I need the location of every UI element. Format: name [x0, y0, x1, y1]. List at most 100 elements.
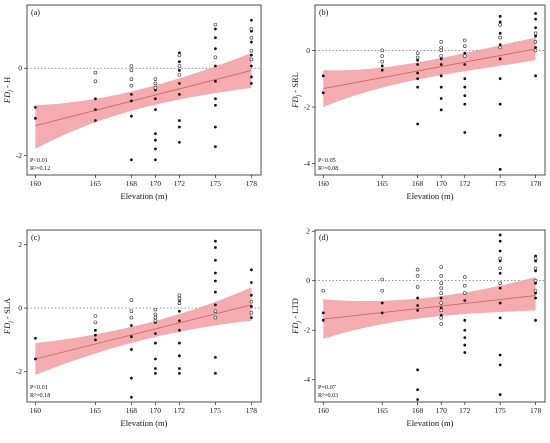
y-tick-label: 0 — [306, 46, 310, 55]
data-point-open — [249, 299, 254, 304]
data-point-filled — [463, 299, 467, 302]
y-tick-label: -4 — [304, 159, 310, 168]
data-point-open — [439, 281, 444, 286]
data-point-open — [439, 286, 444, 290]
y-axis-title-main: FD — [2, 91, 12, 104]
x-tick-label: 172 — [459, 406, 471, 415]
x-tick-label: 170 — [436, 179, 448, 188]
data-point-open — [462, 275, 467, 279]
data-point-filled — [439, 97, 443, 100]
plot-frame — [26, 229, 262, 403]
panel-c: 160 165 168 170 172 175 178 -2 0 2 Elevation (m) FD… — [2, 229, 262, 428]
data-point-filled — [498, 57, 502, 61]
data-point-open — [498, 281, 502, 286]
x-tick-label: 175 — [210, 179, 222, 188]
data-point-open — [380, 288, 385, 293]
x-tick-label: 170 — [150, 179, 162, 188]
x-tick-label: 175 — [495, 406, 507, 415]
data-point-filled — [250, 305, 253, 308]
data-point-open — [177, 301, 182, 306]
data-point-filled — [154, 371, 157, 375]
data-point-filled — [214, 371, 217, 375]
data-point-filled — [416, 398, 420, 401]
data-point-open — [177, 64, 182, 68]
data-point-filled — [439, 313, 443, 317]
data-point-filled — [416, 85, 420, 89]
data-point-filled — [439, 296, 443, 300]
data-point-open — [177, 293, 182, 298]
data-point-filled — [154, 332, 157, 335]
x-tick-label: 172 — [174, 406, 186, 415]
x-tick-label: 168 — [412, 179, 424, 188]
data-point-filled — [250, 268, 253, 272]
x-tick-label: 165 — [377, 406, 389, 415]
data-point-filled — [130, 92, 133, 96]
panel-label: (b) — [319, 8, 329, 17]
data-point-filled — [130, 395, 133, 399]
data-point-filled — [463, 77, 467, 81]
data-point-open — [439, 301, 444, 305]
data-point-filled — [250, 75, 253, 79]
y-axis-title-rest: - SRL — [290, 72, 300, 95]
data-point-filled — [498, 301, 502, 305]
x-axis-title: Elevation (m) — [121, 191, 168, 201]
y-axis-title-main: FD — [290, 322, 300, 335]
x-tick-label: 175 — [495, 179, 507, 188]
x-tick-label: 160 — [30, 406, 42, 415]
x-tick-label: 170 — [150, 406, 162, 415]
data-point-filled — [380, 311, 384, 315]
data-point-filled — [154, 147, 157, 151]
x-tick-label: 168 — [126, 406, 138, 415]
data-point-filled — [321, 311, 325, 315]
y-axis-title: FDj - LTD — [290, 298, 302, 335]
data-point-open — [533, 288, 538, 293]
data-point-open — [213, 55, 218, 60]
y-axis-title: FDj - SRL — [290, 72, 302, 109]
data-point-filled — [498, 77, 502, 81]
data-point-filled — [498, 271, 502, 275]
data-point-filled — [214, 27, 217, 31]
data-point-filled — [534, 46, 537, 49]
data-point-open — [93, 70, 98, 75]
data-point-filled — [416, 58, 420, 62]
data-point-open — [213, 309, 218, 314]
panel-label: (c) — [31, 233, 40, 242]
data-point-filled — [178, 328, 181, 332]
data-point-filled — [130, 158, 133, 162]
data-point-filled — [154, 138, 157, 142]
data-point-filled — [498, 167, 502, 171]
data-point-open — [462, 44, 467, 48]
data-point-filled — [534, 12, 537, 15]
data-point-open — [533, 278, 538, 283]
data-point-filled — [416, 122, 420, 126]
data-point-open — [93, 320, 98, 325]
data-point-open — [533, 266, 538, 271]
data-point-filled — [178, 68, 181, 72]
data-point-open — [93, 314, 98, 318]
data-point-filled — [498, 31, 502, 35]
x-tick-label: 160 — [318, 179, 330, 188]
data-point-open — [129, 64, 134, 68]
data-point-open — [129, 77, 134, 81]
y-tick-label: -4 — [304, 375, 310, 384]
data-point-filled — [214, 103, 217, 107]
data-point-filled — [498, 393, 502, 396]
data-point-filled — [321, 91, 325, 95]
data-point-filled — [250, 40, 253, 44]
data-point-filled — [214, 246, 217, 249]
y-tick-label: 0 — [18, 304, 22, 313]
data-point-filled — [34, 357, 37, 361]
data-point-open — [415, 273, 420, 278]
data-point-filled — [439, 108, 443, 112]
data-point-open — [533, 48, 538, 53]
data-point-filled — [94, 328, 97, 332]
data-point-open — [213, 315, 218, 320]
data-point-open — [439, 48, 444, 53]
data-point-open — [213, 22, 218, 27]
confidence-band — [323, 37, 536, 107]
data-point-open — [439, 273, 444, 278]
data-point-filled — [250, 316, 253, 319]
data-point-open — [129, 68, 134, 73]
data-point-filled — [214, 290, 217, 294]
